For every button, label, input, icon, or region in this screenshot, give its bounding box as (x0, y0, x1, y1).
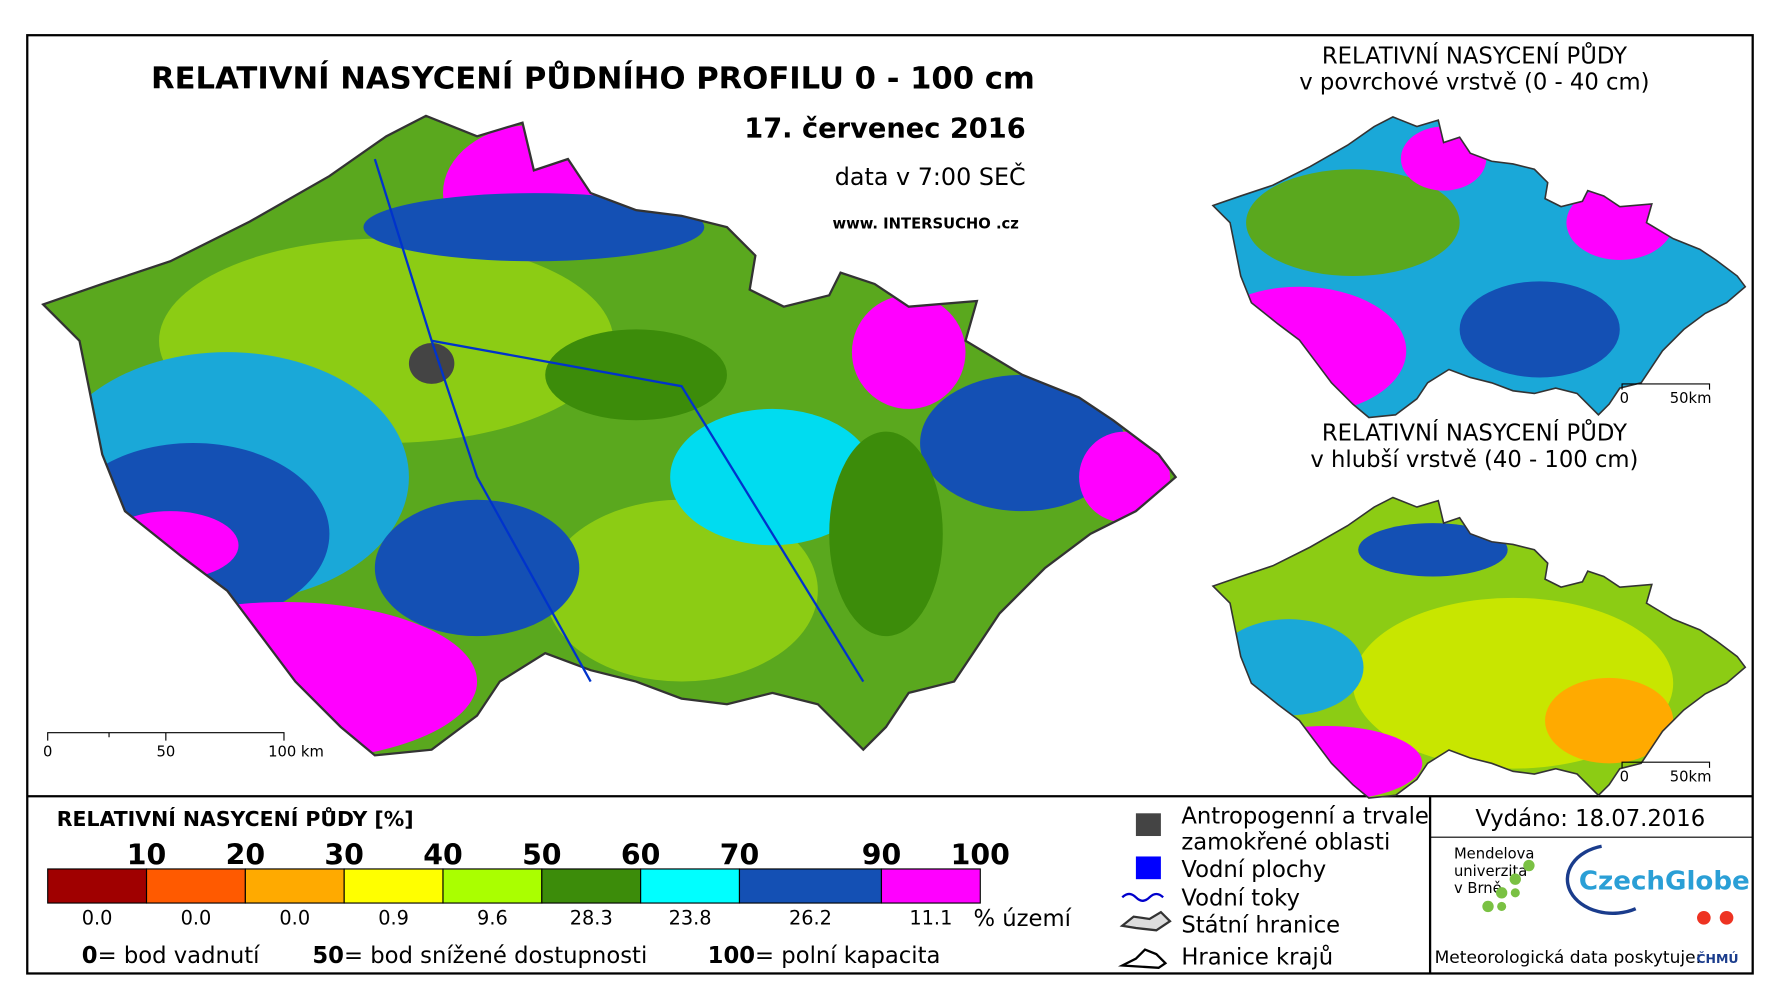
legend-share: 11.1 (909, 907, 952, 930)
note-value: 0 (82, 943, 98, 969)
legend-unit: % území (973, 906, 1071, 932)
mendelu-logo (1482, 859, 1535, 913)
legend-swatch (541, 868, 642, 904)
scale-label: 50km (1670, 390, 1712, 407)
map-date: 17. červenec 2016 (744, 113, 1025, 144)
chmu: ČHMÚ (1696, 951, 1738, 966)
scale-label: 0 (1620, 768, 1629, 785)
note-text: = polní kapacita (755, 943, 940, 969)
scale-label: 0 (43, 744, 52, 761)
legend-swatch (145, 868, 246, 904)
symbol-anthropogenic (1135, 813, 1161, 837)
legend-swatch (244, 868, 345, 904)
note-value: 100 (708, 943, 755, 969)
symbol-region-border (1117, 948, 1168, 969)
mendelu: Mendelova (1454, 846, 1534, 863)
mendelu: v Brně (1454, 880, 1502, 897)
symbol-river (1121, 892, 1164, 902)
scale-label: 50km (1670, 768, 1712, 785)
legend-swatch (880, 868, 981, 904)
legend-share: 28.3 (570, 907, 613, 930)
legend-share: 0.9 (378, 907, 409, 930)
note-value: 50 (312, 943, 344, 969)
scale-bar (1621, 761, 1711, 768)
legend-swatch (640, 868, 741, 904)
legend-title: RELATIVNÍ NASYCENÍ PŮDY [%] (57, 806, 414, 831)
legend-threshold: 20 (226, 838, 265, 871)
legend-swatch (47, 868, 148, 904)
meteo-provider: Meteorologická data poskytuje: (1435, 948, 1702, 968)
czechglobe-logo (1565, 844, 1637, 916)
scale-label: 0 (1620, 390, 1629, 407)
scale-bar (47, 732, 285, 741)
legend-share: 0.0 (181, 907, 212, 930)
legend-note: 100= polní kapacita (708, 943, 941, 969)
note-text: = bod snížené dostupnosti (344, 943, 647, 969)
mendelu: univerzita (1454, 863, 1527, 880)
legend-swatch (343, 868, 444, 904)
inset-title: v hlubší vrstvě (40 - 100 cm) (1310, 447, 1638, 473)
website: www. INTERSUCHO .cz (833, 215, 1019, 232)
legend-share: 26.2 (789, 907, 832, 930)
map-time: data v 7:00 SEČ (835, 163, 1026, 191)
side-legend-label: Vodní plochy (1181, 857, 1326, 883)
legend-swatch (738, 868, 883, 904)
legend-threshold: 10 (127, 838, 167, 871)
side-legend-label: Hranice krajů (1181, 943, 1333, 970)
legend-share: 0.0 (279, 907, 310, 930)
legend-threshold: 70 (720, 838, 760, 871)
chmu-logo (1719, 910, 1734, 925)
legend-share: 9.6 (477, 907, 508, 930)
side-legend-label: Antropogenní a trvale (1181, 804, 1429, 830)
czechglobe: CzechGlobe (1579, 866, 1750, 896)
scale-label: 100 km (268, 744, 324, 761)
side-legend-label: Státní hranice (1181, 913, 1340, 939)
inset-title: v povrchové vrstvě (0 - 40 cm) (1299, 70, 1649, 96)
legend-threshold: 50 (522, 838, 562, 871)
legend: 10 0.0 20 0.0 30 0.0 40 0.9 50 9.6 60 28.3 70 23.8 90 2… (47, 838, 1010, 930)
legend-notes: 0= bod vadnutí 50= bod snížené dostupnost… (82, 943, 941, 969)
legend-threshold: 40 (423, 838, 462, 871)
legend-threshold: 100 (951, 838, 1010, 871)
chmu-logo (1697, 910, 1711, 925)
legend-note: 0= bod vadnutí (82, 943, 260, 969)
legend-threshold: 30 (324, 838, 364, 871)
legend-share: 23.8 (669, 907, 712, 930)
issued: Vydáno: 18.07.2016 (1475, 806, 1705, 832)
map-title: RELATIVNÍ NASYCENÍ PŮDNÍHO PROFILU 0 - 1… (151, 60, 1035, 97)
inset-title: RELATIVNÍ NASYCENÍ PŮDY (1322, 41, 1627, 70)
note-text: = bod vadnutí (98, 943, 261, 969)
side-legend-label: Vodní toky (1181, 885, 1300, 911)
scale-label: 50 (156, 744, 175, 761)
scale-bar (1621, 383, 1711, 390)
inset-title: RELATIVNÍ NASYCENÍ PŮDY (1322, 418, 1627, 447)
rivers (373, 158, 865, 683)
legend-note: 50= bod snížené dostupnosti (312, 943, 647, 969)
legend-share: 0.0 (82, 907, 113, 930)
legend-threshold: 90 (862, 838, 902, 871)
legend-swatch (442, 868, 543, 904)
side-legend-label: zamokřené oblasti (1181, 830, 1390, 856)
symbol-state-border (1119, 910, 1172, 932)
legend-threshold: 60 (621, 838, 661, 871)
symbol-water-body (1135, 856, 1161, 880)
